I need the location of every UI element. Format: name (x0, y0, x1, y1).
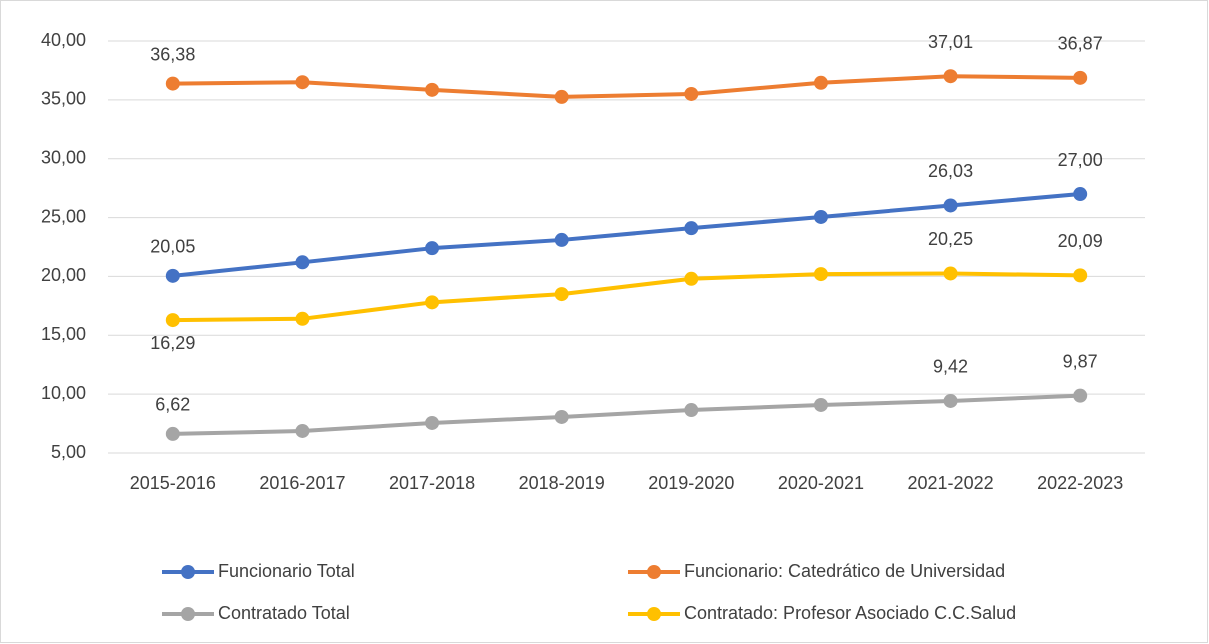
point (295, 75, 310, 90)
point (554, 287, 569, 302)
point (554, 409, 569, 424)
point (684, 86, 699, 101)
x-tick-label: 2018-2019 (519, 473, 605, 493)
legend-marker (647, 565, 661, 579)
legend-marker (647, 607, 661, 621)
x-tick-label: 2015-2016 (130, 473, 216, 493)
point (165, 313, 180, 328)
data-label: 9,42 (933, 357, 968, 377)
point (943, 266, 958, 281)
x-tick-label: 2022-2023 (1037, 473, 1123, 493)
data-label: 20,09 (1058, 231, 1103, 251)
point (425, 295, 440, 310)
point (813, 75, 828, 90)
data-label: 20,05 (150, 237, 195, 257)
point (684, 271, 699, 286)
legend-marker (181, 565, 195, 579)
x-tick-label: 2020-2021 (778, 473, 864, 493)
point (943, 198, 958, 213)
data-label: 27,00 (1058, 150, 1103, 170)
series-line (172, 74, 1081, 99)
x-tick-label: 2021-2022 (908, 473, 994, 493)
point (165, 268, 180, 283)
legend-label: Funcionario Total (218, 561, 355, 581)
y-tick-label: 40,00 (41, 30, 86, 50)
point (943, 69, 958, 84)
y-tick-label: 30,00 (41, 147, 86, 167)
point (554, 89, 569, 104)
x-tick-label: 2019-2020 (648, 473, 734, 493)
data-label: 26,03 (928, 161, 973, 181)
point (813, 267, 828, 282)
data-label: 36,38 (150, 44, 195, 64)
y-tick-label: 5,00 (51, 442, 86, 462)
series-line (172, 192, 1081, 278)
point (295, 311, 310, 326)
point (425, 82, 440, 97)
point (943, 393, 958, 408)
point (1073, 70, 1088, 85)
point (295, 255, 310, 270)
y-tick-label: 25,00 (41, 206, 86, 226)
data-label: 16,29 (150, 333, 195, 353)
y-tick-label: 35,00 (41, 89, 86, 109)
legend-label: Contratado Total (218, 603, 350, 623)
x-tick-label: 2016-2017 (259, 473, 345, 493)
point (684, 403, 699, 418)
data-label: 9,87 (1063, 351, 1098, 371)
data-label: 36,87 (1058, 34, 1103, 54)
point (425, 241, 440, 256)
series-line (172, 393, 1081, 436)
point (813, 397, 828, 412)
legend-marker (181, 607, 195, 621)
point (1073, 187, 1088, 202)
legend-label: Funcionario: Catedrático de Universidad (684, 561, 1005, 581)
point (684, 221, 699, 236)
point (813, 209, 828, 224)
series-line (172, 271, 1081, 323)
point (1073, 388, 1088, 403)
data-label: 6,62 (155, 395, 190, 415)
point (554, 232, 569, 247)
point (425, 415, 440, 430)
data-label: 20,25 (928, 229, 973, 249)
x-tick-label: 2017-2018 (389, 473, 475, 493)
legend-label: Contratado: Profesor Asociado C.C.Salud (684, 603, 1016, 623)
data-label: 37,01 (928, 32, 973, 52)
y-tick-label: 10,00 (41, 383, 86, 403)
point (1073, 268, 1088, 283)
y-tick-label: 15,00 (41, 324, 86, 344)
point (295, 423, 310, 438)
point (165, 426, 180, 441)
point (165, 76, 180, 91)
y-tick-label: 20,00 (41, 265, 86, 285)
